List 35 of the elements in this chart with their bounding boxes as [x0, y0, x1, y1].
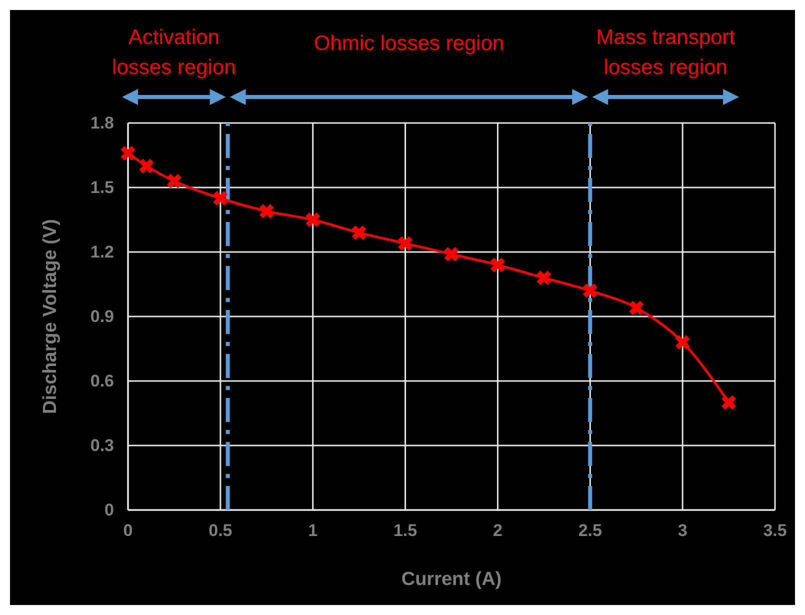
x-tick-label: 3.5	[763, 521, 787, 540]
y-tick-label: 0.9	[90, 306, 114, 326]
point	[490, 258, 505, 272]
x-tick-label: 0.5	[208, 521, 232, 540]
y-axis-title: Discharge Voltage (V)	[40, 219, 61, 414]
y-tick-label: 0.3	[90, 436, 114, 455]
x-tick-label: 2.5	[578, 521, 602, 540]
text: Activation losses region	[112, 26, 236, 79]
y-tick-label: 0	[104, 500, 114, 520]
x-tick-label: 1	[308, 521, 318, 540]
point	[398, 236, 412, 251]
point	[167, 174, 182, 188]
y-tick-label: 1.8	[90, 113, 114, 132]
y-tick-label: 1.5	[90, 178, 114, 197]
point	[352, 225, 366, 240]
point	[120, 146, 136, 160]
x-axis-title: Current (A)	[401, 569, 502, 590]
x-tick-label: 2	[492, 521, 502, 540]
text: Ohmic losses region	[314, 32, 504, 55]
y-tick-label: 0.6	[90, 371, 114, 390]
x-tick-label: 1.5	[393, 521, 418, 540]
point	[536, 270, 552, 286]
point	[582, 283, 598, 298]
x-tick-label: 3	[678, 521, 688, 540]
point	[444, 246, 459, 262]
x-tick-label: 0	[123, 521, 133, 540]
text: Mass transport losses region	[596, 26, 736, 79]
point	[213, 191, 228, 206]
point	[675, 335, 690, 350]
point	[259, 204, 274, 218]
point	[306, 212, 320, 227]
point	[139, 158, 154, 174]
point	[722, 395, 736, 410]
y-tick-label: 1.2	[90, 242, 114, 262]
point	[629, 300, 644, 316]
